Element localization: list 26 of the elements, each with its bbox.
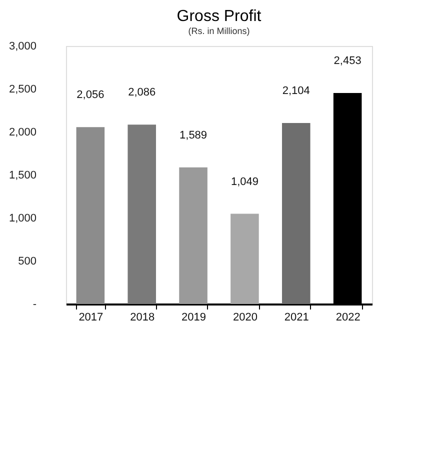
data-label: 2,104 — [282, 85, 310, 98]
y-tick-label: 2,000 — [8, 126, 36, 138]
y-tick-label: 3,000 — [8, 40, 36, 52]
data-label: 1,589 — [180, 129, 208, 142]
bar — [282, 123, 310, 304]
x-tick-label: 2020 — [232, 312, 258, 324]
x-tick-label: 2019 — [182, 312, 206, 324]
chart-subtitle: (Rs. in Millions) — [188, 26, 250, 36]
x-tick-label: 2022 — [336, 312, 360, 324]
x-tick-label: 2017 — [78, 312, 104, 324]
y-tick-label: 1,000 — [8, 212, 36, 224]
chart-title: Gross Profit — [176, 8, 262, 25]
bar — [76, 127, 105, 304]
bar — [230, 214, 259, 304]
data-label: 2,086 — [128, 86, 156, 99]
y-tick-label: - — [32, 298, 37, 310]
bar — [128, 124, 156, 304]
data-label: 2,453 — [334, 55, 362, 68]
x-tick-label: 2021 — [284, 312, 309, 324]
y-tick-label: 500 — [18, 256, 36, 268]
bar — [179, 167, 208, 304]
y-tick-label: 2,500 — [8, 84, 36, 96]
data-label: 2,056 — [76, 89, 104, 102]
y-tick-label: 1,500 — [8, 170, 36, 182]
x-tick-label: 2018 — [130, 312, 155, 324]
data-label: 1,049 — [230, 176, 258, 188]
